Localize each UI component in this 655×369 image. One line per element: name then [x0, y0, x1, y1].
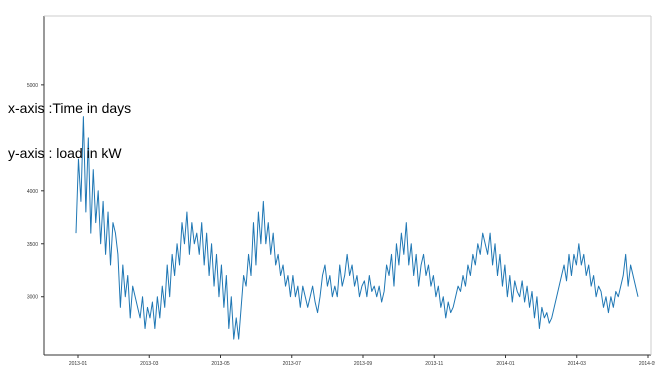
x-tick-label: 2013-07 — [283, 361, 302, 367]
x-tick-label: 2013-11 — [425, 361, 443, 367]
x-tick-label: 2013-09 — [354, 361, 373, 367]
x-tick-label: 2013-03 — [140, 361, 159, 367]
y-tick-label: 4000 — [27, 189, 38, 195]
x-tick-label: 2013-01 — [69, 361, 88, 367]
x-tick-label: 2014-01 — [496, 361, 515, 367]
y-axis-note: y-axis : load in kW — [8, 145, 122, 161]
tick-labels: 3000 3500 4000 5000 2013-01 2013-03 2013-05 201… — [27, 83, 655, 367]
x-tick-label: 2014-05 — [639, 361, 655, 367]
x-tick-label: 2014-03 — [568, 361, 587, 367]
axes — [43, 15, 652, 356]
y-tick-label: 5000 — [27, 83, 38, 89]
y-tick-label: 3000 — [27, 295, 38, 301]
x-tick-label: 2013-05 — [211, 361, 230, 367]
y-tick-label: 3500 — [27, 242, 38, 248]
x-axis-note: x-axis :Time in days — [8, 100, 132, 116]
series-line — [75, 116, 639, 340]
